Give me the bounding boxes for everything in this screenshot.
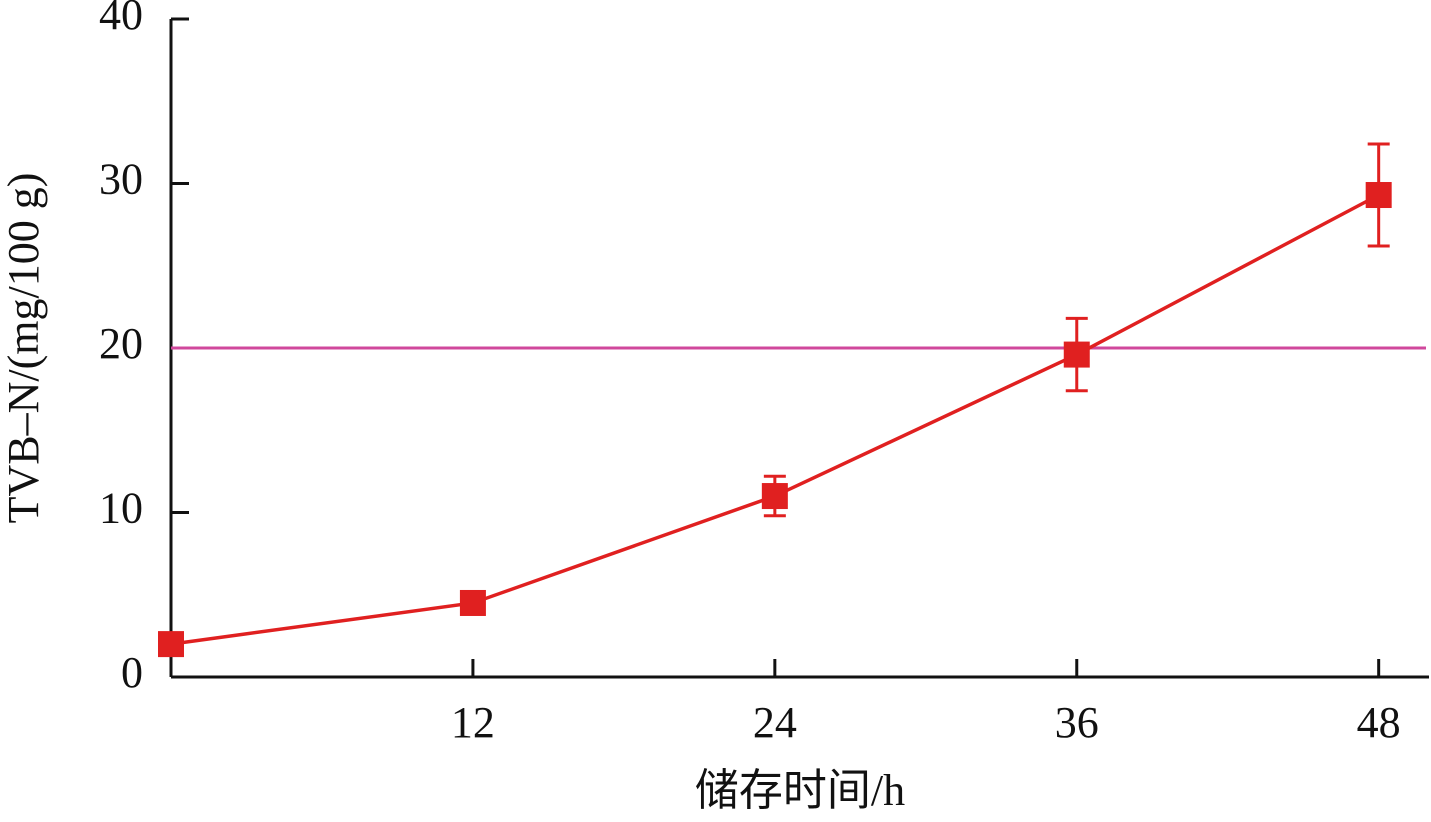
x-tick-label: 48 xyxy=(1357,698,1401,747)
x-tick-label: 36 xyxy=(1055,698,1099,747)
y-tick-label: 20 xyxy=(99,319,143,368)
y-tick-label: 10 xyxy=(99,484,143,533)
marker xyxy=(158,631,184,658)
marker xyxy=(761,483,788,510)
marker xyxy=(459,589,486,616)
series-line xyxy=(170,193,1380,646)
marker xyxy=(1063,341,1090,368)
marker xyxy=(1365,182,1392,209)
x-tick-label: 12 xyxy=(451,698,495,747)
y-tick-label: 30 xyxy=(99,155,143,204)
y-tick-label: 40 xyxy=(99,0,143,39)
x-tick-label: 24 xyxy=(753,698,797,747)
y-tick-label: 0 xyxy=(121,648,143,697)
x-axis-label: 储存时间/h xyxy=(695,766,905,815)
y-axis-label: TVB–N/(mg/100 g) xyxy=(0,173,48,524)
